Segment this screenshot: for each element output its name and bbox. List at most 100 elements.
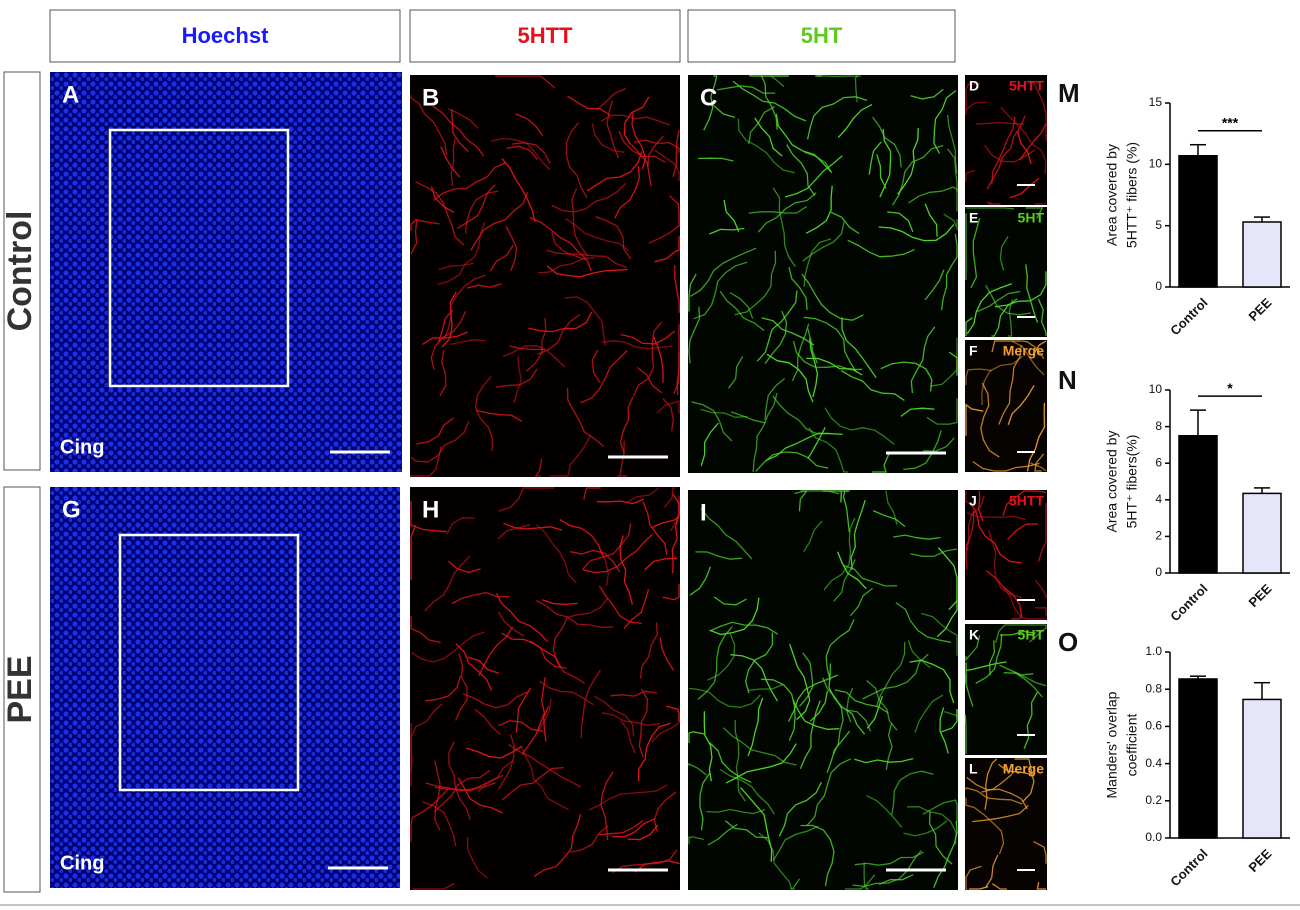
- fiber: [550, 434, 592, 477]
- fiber: [792, 340, 863, 371]
- fiber: [520, 745, 569, 811]
- fiber: [596, 498, 645, 505]
- fiber: [424, 555, 471, 612]
- y-tick-label: 4: [1155, 492, 1162, 506]
- x-tick-label: Control: [1167, 581, 1210, 624]
- fiber: [892, 144, 944, 206]
- panel-label: 5HT: [1018, 627, 1045, 643]
- fiber: [583, 487, 601, 500]
- fiber: [569, 825, 609, 854]
- fiber: [1002, 586, 1046, 620]
- fiber: [651, 722, 680, 743]
- fiber: [806, 96, 868, 140]
- fiber: [995, 624, 1046, 643]
- fiber: [734, 250, 777, 316]
- fiber: [425, 781, 496, 792]
- panel-letter: H: [422, 496, 439, 523]
- fiber: [764, 310, 788, 364]
- fiber: [800, 824, 835, 887]
- y-tick-label: 2: [1155, 529, 1162, 543]
- fiber: [689, 247, 757, 297]
- fiber: [497, 611, 525, 637]
- panel-letter: L: [969, 761, 978, 777]
- fiber: [410, 787, 450, 842]
- fiber: [551, 182, 627, 213]
- fiber: [760, 678, 796, 741]
- fiber: [803, 316, 858, 373]
- y-tick-label: 0.2: [1145, 793, 1162, 807]
- fiber: [707, 823, 738, 846]
- bar: [1242, 221, 1282, 288]
- fiber: [991, 298, 1018, 337]
- x-tick-label: PEE: [1246, 581, 1275, 610]
- fiber: [707, 633, 736, 681]
- bar: [1178, 678, 1218, 839]
- fiber: [437, 309, 454, 343]
- y-tick-label: 0: [1155, 565, 1162, 579]
- fiber: [970, 218, 981, 289]
- fiber: [910, 88, 944, 100]
- header-box: [49, 9, 401, 63]
- fiber: [976, 121, 1025, 125]
- fiber: [614, 166, 640, 219]
- x-tick-label: PEE: [1246, 846, 1275, 875]
- fiber: [825, 619, 855, 681]
- x-tick-label: Control: [1167, 295, 1210, 338]
- fiber: [455, 643, 493, 691]
- fiber: [1023, 691, 1038, 749]
- fiber: [991, 340, 1019, 353]
- y-axis-title: Area covered by: [1104, 144, 1120, 246]
- fiber: [910, 548, 958, 557]
- fiber: [513, 356, 522, 404]
- y-tick-label: 0.8: [1145, 681, 1162, 695]
- fiber: [432, 105, 485, 157]
- fiber: [598, 820, 644, 836]
- fiber: [965, 510, 975, 570]
- fiber: [1035, 607, 1047, 616]
- fiber: [637, 722, 671, 782]
- bar: [1242, 698, 1282, 839]
- fiber: [467, 656, 500, 675]
- fiber: [567, 95, 611, 116]
- y-tick-label: 15: [1149, 95, 1163, 109]
- fiber: [619, 396, 634, 454]
- fiber: [474, 376, 494, 451]
- fiber: [659, 637, 675, 671]
- fiber: [709, 227, 745, 235]
- header-label: 5HTT: [518, 23, 574, 48]
- fiber: [433, 162, 506, 201]
- fiber: [598, 585, 642, 625]
- fiber: [1030, 462, 1047, 472]
- fiber: [991, 883, 1007, 890]
- fiber: [1037, 502, 1047, 562]
- fiber: [1017, 340, 1045, 360]
- fiber: [533, 813, 582, 877]
- fiber: [477, 760, 514, 793]
- fiber: [842, 564, 898, 587]
- fiber: [799, 700, 821, 770]
- fiber: [439, 349, 447, 397]
- fiber: [1000, 106, 1047, 174]
- fiber: [964, 714, 967, 754]
- fiber: [638, 688, 649, 758]
- panel-letter: K: [969, 627, 979, 643]
- fiber: [822, 677, 844, 755]
- fiber: [551, 231, 587, 261]
- fiber: [474, 708, 501, 736]
- panel-label: Cing: [60, 852, 104, 874]
- fiber: [775, 113, 832, 173]
- fiber: [900, 407, 935, 417]
- fiber: [410, 420, 470, 463]
- micrograph: [50, 72, 402, 472]
- fiber: [872, 116, 902, 168]
- fiber: [546, 249, 628, 269]
- fiber: [695, 551, 743, 560]
- fiber: [610, 690, 658, 697]
- fiber: [498, 487, 555, 512]
- fiber: [450, 138, 456, 186]
- fiber: [456, 184, 496, 229]
- fiber: [713, 596, 747, 606]
- fiber: [691, 401, 733, 442]
- fiber: [688, 273, 697, 312]
- fiber: [1025, 264, 1039, 323]
